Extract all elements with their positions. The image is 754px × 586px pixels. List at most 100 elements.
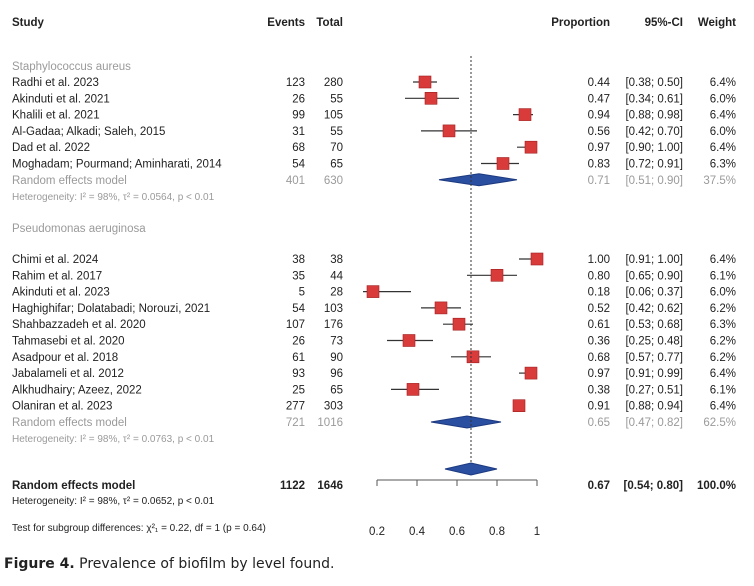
proportion-value: 0.56 (588, 126, 610, 138)
ci-value: [0.06; 0.37] (625, 287, 683, 299)
weight-value: 6.4% (710, 110, 736, 122)
study-total: 280 (324, 77, 343, 89)
study-total: 65 (330, 384, 343, 396)
study-box (490, 268, 504, 282)
subgroup-test: Test for subgroup differences: χ²₁ = 0.2… (12, 523, 266, 534)
study-events: 277 (286, 401, 305, 413)
ci-value: [0.27; 0.51] (625, 384, 683, 396)
ci-value: [0.54; 0.80] (624, 480, 684, 492)
x-tick-label: 0.2 (369, 526, 385, 538)
study-box (496, 157, 510, 170)
study-total: 103 (324, 303, 343, 315)
study-total: 44 (330, 270, 343, 282)
ci-value: [0.72; 0.91] (625, 159, 683, 171)
study-events: 93 (292, 368, 305, 380)
subgroup-label: Pseudomonas aeruginosa (12, 223, 146, 235)
study-name: Akinduti et al. 2023 (12, 287, 110, 299)
study-total: 73 (330, 336, 343, 348)
study-name: Jabalameli et al. 2012 (12, 368, 124, 380)
study-total: 105 (324, 110, 343, 122)
study-events: 5 (299, 287, 305, 299)
study-name: Alkhudhairy; Azeez, 2022 (12, 384, 142, 396)
study-name: Shahbazzadeh et al. 2020 (12, 319, 146, 331)
study-events: 123 (286, 77, 305, 89)
proportion-value: 0.18 (588, 287, 610, 299)
study-events: 31 (292, 126, 305, 138)
study-box (518, 108, 532, 121)
ci-value: [0.53; 0.68] (625, 319, 683, 331)
proportion-value: 0.68 (588, 352, 610, 364)
study-name: Akinduti et al. 2021 (12, 93, 110, 105)
proportion-value: 0.44 (588, 77, 611, 89)
study-total: 65 (330, 159, 343, 171)
subgroup-model-total: 1016 (317, 417, 343, 429)
x-tick-label: 0.4 (409, 526, 426, 538)
weight-value: 6.4% (710, 254, 736, 266)
study-name: Haghighifar; Dolatabadi; Norouzi, 2021 (12, 303, 210, 315)
study-events: 35 (292, 270, 305, 282)
study-total: 28 (330, 287, 343, 299)
study-events: 26 (292, 336, 305, 348)
subgroup-model-events: 721 (286, 417, 305, 429)
study-events: 68 (292, 142, 305, 154)
study-name: Dad et al. 2022 (12, 142, 90, 154)
subgroup-model-events: 401 (286, 175, 305, 187)
study-box (452, 317, 466, 331)
ci-value: [0.57; 0.77] (625, 352, 683, 364)
proportion-value: 0.71 (588, 175, 610, 187)
study-total: 90 (330, 352, 343, 364)
subgroup-heterogeneity: Heterogeneity: I² = 98%, τ² = 0.0564, p … (12, 192, 215, 203)
x-tick-label: 0.8 (489, 526, 505, 538)
study-box (442, 124, 456, 138)
proportion-value: 0.38 (588, 384, 610, 396)
weight-value: 6.4% (710, 368, 736, 380)
study-box (512, 399, 526, 413)
ci-value: [0.88; 0.98] (625, 110, 683, 122)
weight-value: 6.1% (710, 384, 736, 396)
figure-caption: Figure 4. Prevalence of biofilm by level… (4, 556, 334, 572)
ci-value: [0.65; 0.90] (625, 270, 683, 282)
study-events: 54 (292, 159, 305, 171)
ci-value: [0.38; 0.50] (625, 77, 683, 89)
caption-label: Figure 4. (4, 556, 75, 572)
weight-value: 6.2% (710, 336, 736, 348)
study-name: Asadpour et al. 2018 (12, 352, 118, 364)
study-name: Khalili et al. 2021 (12, 110, 100, 122)
header-proportion: Proportion (551, 17, 610, 29)
study-total: 96 (330, 368, 343, 380)
weight-value: 6.4% (710, 401, 736, 413)
study-events: 107 (286, 319, 305, 331)
study-box (524, 366, 538, 380)
study-events: 26 (292, 93, 305, 105)
study-box (424, 92, 438, 105)
ci-value: [0.34; 0.61] (625, 93, 683, 105)
weight-value: 6.2% (710, 303, 736, 315)
subgroup-model-label: Random effects model (12, 417, 127, 429)
weight-value: 6.1% (710, 270, 736, 282)
proportion-value: 0.65 (588, 417, 610, 429)
header-ci: 95%-CI (645, 17, 683, 29)
proportion-value: 0.80 (588, 270, 610, 282)
study-name: Olaniran et al. 2023 (12, 401, 112, 413)
overall-heterogeneity: Heterogeneity: I² = 98%, τ² = 0.0652, p … (12, 496, 215, 507)
forest-plot: Study Events Total Proportion 95%-CI Weight St… (12, 17, 736, 538)
ci-value: [0.91; 1.00] (625, 254, 683, 266)
header-events: Events (267, 17, 305, 29)
proportion-value: 1.00 (588, 254, 610, 266)
subgroup-heterogeneity: Heterogeneity: I² = 98%, τ² = 0.0763, p … (12, 434, 215, 445)
ci-value: [0.25; 0.48] (625, 336, 683, 348)
header-weight: Weight (698, 17, 736, 29)
weight-value: 6.0% (710, 287, 736, 299)
study-events: 99 (292, 110, 305, 122)
overall-model-label: Random effects model (12, 480, 135, 492)
weight-value: 6.0% (710, 93, 736, 105)
proportion-value: 0.61 (588, 319, 610, 331)
ci-value: [0.47; 0.82] (625, 417, 683, 429)
study-total: 38 (330, 254, 343, 266)
x-tick-label: 1 (534, 526, 540, 538)
proportion-value: 0.97 (588, 142, 610, 154)
study-events: 61 (292, 352, 305, 364)
overall-events: 1122 (280, 480, 305, 492)
study-events: 54 (292, 303, 305, 315)
study-total: 176 (324, 319, 343, 331)
